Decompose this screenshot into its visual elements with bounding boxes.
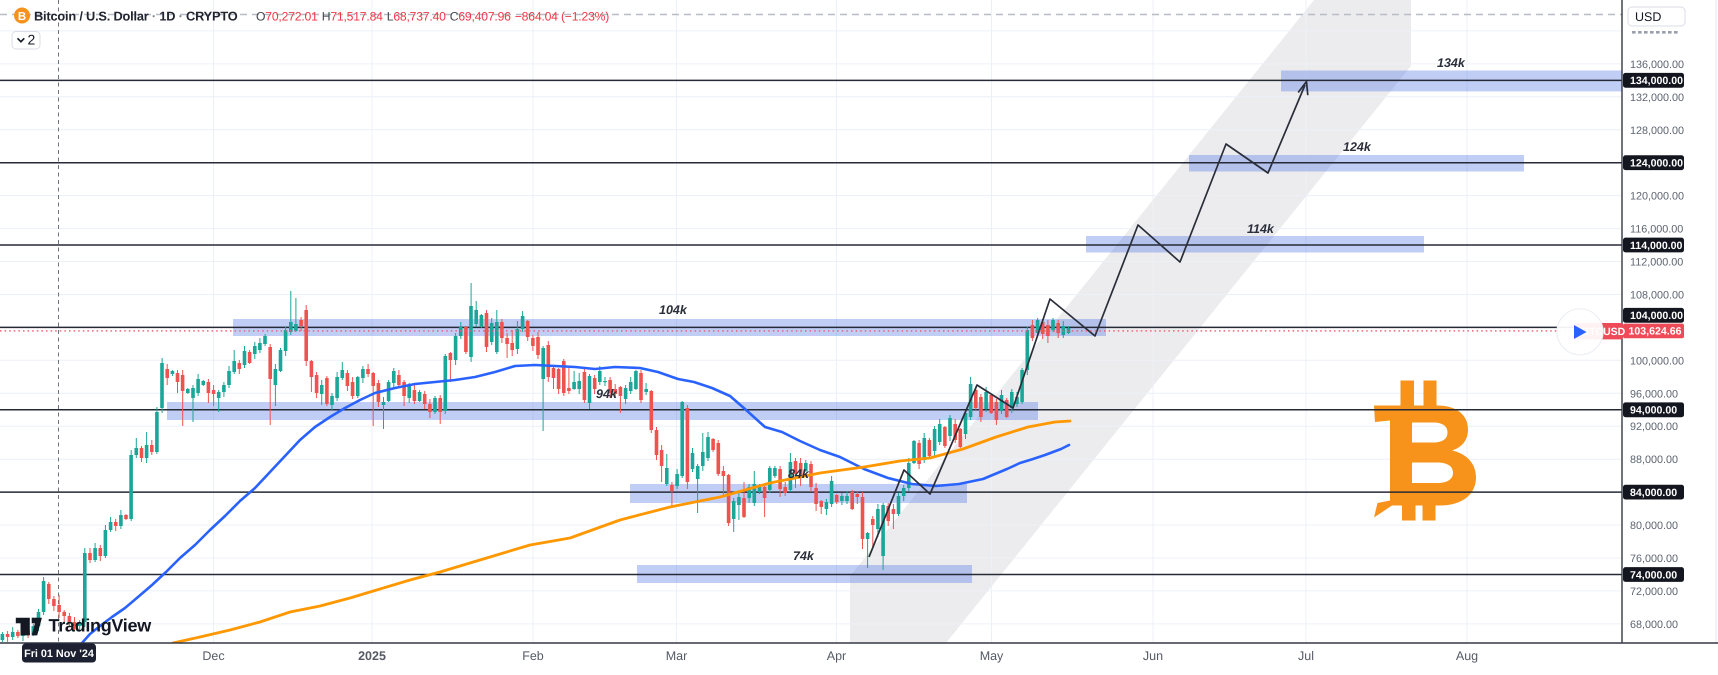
svg-text:74k: 74k xyxy=(793,549,815,563)
svg-text:96,000.00: 96,000.00 xyxy=(1630,388,1678,400)
svg-text:94,000.00: 94,000.00 xyxy=(1630,405,1677,417)
svg-text:124,000.00: 124,000.00 xyxy=(1630,158,1683,170)
svg-text:Apr: Apr xyxy=(827,649,846,663)
svg-text:Jun: Jun xyxy=(1143,649,1163,663)
svg-text:128,000.00: 128,000.00 xyxy=(1630,125,1684,137)
svg-text:68,000.00: 68,000.00 xyxy=(1630,619,1678,631)
svg-text:84,000.00: 84,000.00 xyxy=(1630,487,1677,499)
svg-text:Aug: Aug xyxy=(1456,649,1478,663)
svg-text:124k: 124k xyxy=(1343,140,1372,154)
svg-text:104,000.00: 104,000.00 xyxy=(1630,310,1683,322)
svg-text:2: 2 xyxy=(28,32,36,48)
svg-text:136,000.00: 136,000.00 xyxy=(1630,59,1684,71)
svg-text:134,000.00: 134,000.00 xyxy=(1630,75,1683,87)
svg-text:B: B xyxy=(18,11,26,23)
svg-text:Jul: Jul xyxy=(1298,649,1314,663)
svg-text:Feb: Feb xyxy=(522,649,544,663)
svg-text:108,000.00: 108,000.00 xyxy=(1630,290,1684,302)
svg-text:120,000.00: 120,000.00 xyxy=(1630,191,1684,203)
svg-text:100,000.00: 100,000.00 xyxy=(1630,355,1684,367)
svg-text:74,000.00: 74,000.00 xyxy=(1630,569,1677,581)
svg-text:80,000.00: 80,000.00 xyxy=(1630,520,1678,532)
svg-text:Dec: Dec xyxy=(202,649,224,663)
svg-text:114k: 114k xyxy=(1247,222,1275,236)
svg-text:Mar: Mar xyxy=(666,649,688,663)
svg-text:USD: USD xyxy=(1635,10,1661,24)
svg-text:116,000.00: 116,000.00 xyxy=(1630,224,1683,236)
svg-text:94k: 94k xyxy=(596,387,618,401)
svg-text:114,000.00: 114,000.00 xyxy=(1630,240,1683,252)
svg-text:84k: 84k xyxy=(788,467,810,481)
svg-text:88,000.00: 88,000.00 xyxy=(1630,454,1678,466)
svg-text:TradingView: TradingView xyxy=(49,616,153,636)
svg-text:112,000.00: 112,000.00 xyxy=(1630,257,1683,269)
svg-text:Fri 01 Nov '24: Fri 01 Nov '24 xyxy=(24,648,94,660)
svg-text:92,000.00: 92,000.00 xyxy=(1630,421,1678,433)
svg-text:132,000.00: 132,000.00 xyxy=(1630,92,1684,104)
svg-text:May: May xyxy=(980,649,1004,663)
svg-text:104k: 104k xyxy=(659,303,688,317)
svg-text:134k: 134k xyxy=(1437,56,1466,70)
svg-text:2025: 2025 xyxy=(358,649,386,663)
svg-text:103,624.66: 103,624.66 xyxy=(1629,326,1682,338)
svg-text:76,000.00: 76,000.00 xyxy=(1630,553,1678,565)
svg-text:Bitcoin / U.S. Dollar · 1D · C: Bitcoin / U.S. Dollar · 1D · CRYPTO xyxy=(34,9,238,24)
svg-text:72,000.00: 72,000.00 xyxy=(1630,586,1678,598)
